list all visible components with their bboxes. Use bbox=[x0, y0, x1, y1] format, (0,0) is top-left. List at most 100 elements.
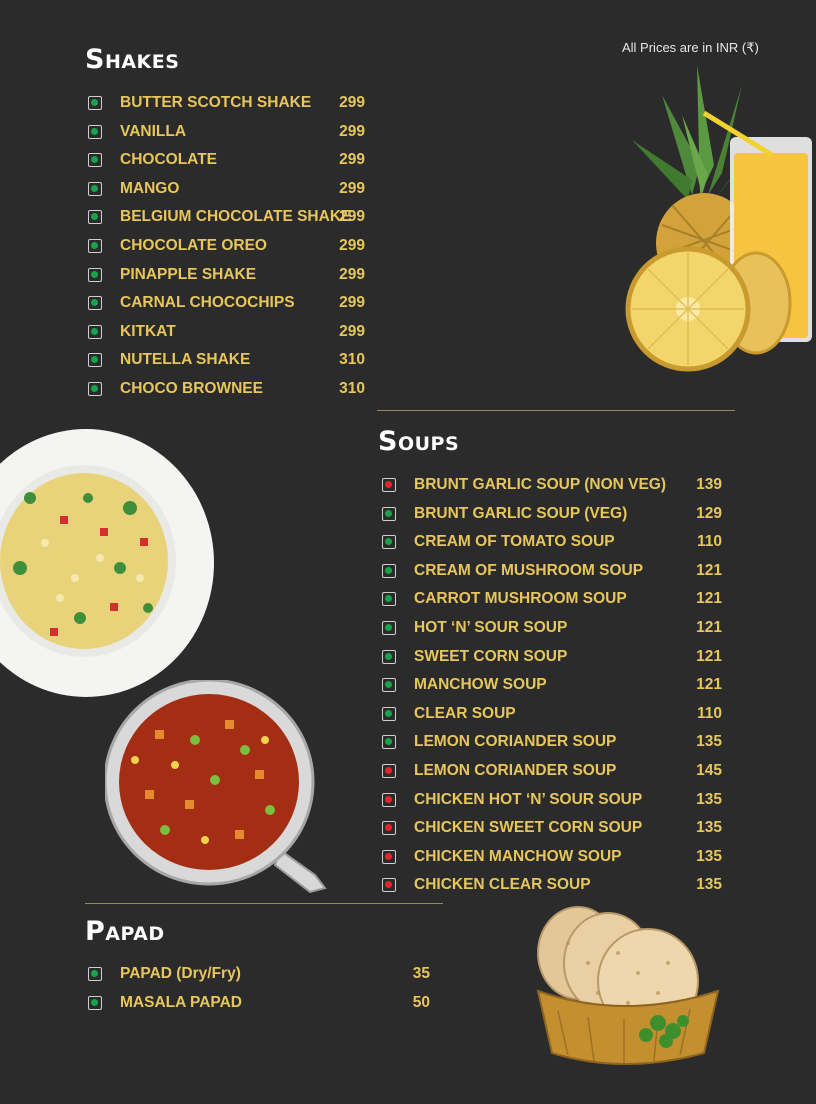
papad-list: PAPAD (Dry/Fry) 35 MASALA PAPAD 50 bbox=[88, 963, 433, 1020]
item-price: 139 bbox=[696, 476, 722, 493]
veg-icon bbox=[382, 706, 396, 721]
item-price: 299 bbox=[339, 265, 365, 283]
item-price: 121 bbox=[696, 618, 722, 636]
cream-soup bbox=[0, 473, 168, 649]
clear-soup-image bbox=[105, 680, 327, 894]
menu-item: PAPAD (Dry/Fry) 35 bbox=[88, 963, 433, 992]
veg-icon bbox=[382, 735, 396, 750]
item-price: 310 bbox=[339, 351, 365, 369]
pineapple-shake-image bbox=[625, 65, 812, 372]
veg-icon bbox=[88, 153, 102, 168]
veg-icon bbox=[88, 210, 102, 225]
veg-icon bbox=[88, 995, 102, 1010]
item-name: BRUNT GARLIC SOUP (VEG) bbox=[414, 504, 628, 522]
item-price: 121 bbox=[696, 590, 722, 608]
soups-heading: Soups bbox=[378, 426, 460, 457]
item-name: CARROT MUSHROOM SOUP bbox=[414, 590, 627, 608]
nonveg-icon bbox=[382, 849, 396, 864]
nonveg-icon bbox=[382, 763, 396, 778]
menu-item: LEMON CORIANDER SOUP 135 bbox=[382, 731, 727, 760]
nonveg-icon bbox=[382, 878, 396, 893]
divider-soups-papad bbox=[85, 903, 443, 904]
menu-item: BUTTER SCOTCH SHAKE 299 bbox=[88, 92, 433, 121]
item-name: CHICKEN CLEAR SOUP bbox=[414, 876, 591, 894]
menu-item: CARROT MUSHROOM SOUP 121 bbox=[382, 588, 727, 617]
menu-item: SWEET CORN SOUP 121 bbox=[382, 646, 727, 675]
item-name: MASALA PAPAD bbox=[120, 993, 242, 1011]
papad-basket-image bbox=[536, 906, 720, 1065]
papad-heading: Papad bbox=[85, 916, 165, 947]
item-price: 121 bbox=[696, 647, 722, 665]
menu-item: CREAM OF MUSHROOM SOUP 121 bbox=[382, 560, 727, 589]
item-price: 129 bbox=[696, 504, 722, 522]
item-name: BELGIUM CHOCOLATE SHAKE bbox=[120, 208, 352, 226]
item-name: CHICKEN MANCHOW SOUP bbox=[414, 847, 622, 865]
item-price: 110 bbox=[696, 704, 722, 722]
menu-item: PINAPPLE SHAKE 299 bbox=[88, 264, 433, 293]
item-price: 50 bbox=[412, 993, 430, 1011]
basket bbox=[536, 989, 720, 1065]
item-name: HOT ‘N’ SOUR SOUP bbox=[414, 618, 568, 636]
item-name: NUTELLA SHAKE bbox=[120, 351, 251, 369]
item-price: 121 bbox=[696, 561, 722, 579]
menu-item: CHICKEN SWEET CORN SOUP 135 bbox=[382, 817, 727, 846]
item-name: CARNAL CHOCOCHIPS bbox=[120, 294, 295, 312]
item-name: CHICKEN HOT ‘N’ SOUR SOUP bbox=[414, 790, 643, 808]
menu-item: CHICKEN MANCHOW SOUP 135 bbox=[382, 846, 727, 875]
menu-item: CHOCOLATE 299 bbox=[88, 149, 433, 178]
veg-icon bbox=[382, 649, 396, 664]
item-name: CHOCO BROWNEE bbox=[120, 379, 263, 397]
item-price: 299 bbox=[339, 122, 365, 140]
veg-icon bbox=[382, 620, 396, 635]
nonveg-icon bbox=[382, 478, 396, 492]
menu-item: MANCHOW SOUP 121 bbox=[382, 674, 727, 703]
item-name: CHOCOLATE bbox=[120, 151, 218, 169]
item-name: BUTTER SCOTCH SHAKE bbox=[120, 94, 312, 111]
item-price: 299 bbox=[339, 322, 365, 340]
item-name: LEMON CORIANDER SOUP bbox=[414, 761, 617, 779]
menu-item: MASALA PAPAD 50 bbox=[88, 992, 433, 1021]
item-price: 135 bbox=[696, 790, 722, 808]
item-price: 135 bbox=[696, 819, 722, 837]
menu-item: VANILLA 299 bbox=[88, 121, 433, 150]
veg-icon bbox=[88, 967, 102, 981]
menu-item: BRUNT GARLIC SOUP (NON VEG) 139 bbox=[382, 474, 727, 503]
item-price: 299 bbox=[339, 151, 365, 169]
item-name: SWEET CORN SOUP bbox=[414, 647, 568, 665]
clear-soup bbox=[119, 694, 299, 870]
veg-icon bbox=[382, 535, 396, 550]
veg-icon bbox=[88, 324, 102, 339]
item-price: 299 bbox=[339, 179, 365, 197]
item-name: CHOCOLATE OREO bbox=[120, 236, 267, 254]
veg-icon bbox=[88, 267, 102, 282]
veg-icon bbox=[88, 181, 102, 196]
divider-shakes-soups bbox=[377, 410, 735, 411]
item-price: 299 bbox=[339, 236, 365, 254]
item-name: MANCHOW SOUP bbox=[414, 676, 547, 694]
menu-item: BRUNT GARLIC SOUP (VEG) 129 bbox=[382, 503, 727, 532]
item-price: 135 bbox=[696, 847, 722, 865]
item-name: CREAM OF MUSHROOM SOUP bbox=[414, 561, 644, 579]
veg-icon bbox=[382, 506, 396, 521]
item-name: CREAM OF TOMATO SOUP bbox=[414, 533, 615, 551]
item-price: 299 bbox=[339, 94, 365, 111]
menu-item: HOT ‘N’ SOUR SOUP 121 bbox=[382, 617, 727, 646]
item-name: VANILLA bbox=[120, 122, 187, 140]
veg-icon bbox=[88, 96, 102, 110]
veg-icon bbox=[382, 563, 396, 578]
veg-icon bbox=[88, 353, 102, 368]
item-price: 299 bbox=[339, 208, 365, 226]
item-name: KITKAT bbox=[120, 322, 176, 340]
soups-list: BRUNT GARLIC SOUP (NON VEG) 139 BRUNT GARL… bbox=[382, 474, 727, 903]
item-name: PINAPPLE SHAKE bbox=[120, 265, 257, 283]
menu-item: BELGIUM CHOCOLATE SHAKE 299 bbox=[88, 206, 433, 235]
item-price: 145 bbox=[696, 761, 722, 779]
menu-item: KITKAT 299 bbox=[88, 321, 433, 350]
item-price: 310 bbox=[339, 379, 365, 397]
item-name: MANGO bbox=[120, 179, 180, 197]
coriander-garnish bbox=[639, 1015, 689, 1048]
nonveg-icon bbox=[382, 821, 396, 836]
nonveg-icon bbox=[382, 792, 396, 807]
menu-item: CARNAL CHOCOCHIPS 299 bbox=[88, 292, 433, 321]
shakes-list: BUTTER SCOTCH SHAKE 299 VANILLA 299 CHOCOLAT… bbox=[88, 92, 433, 407]
